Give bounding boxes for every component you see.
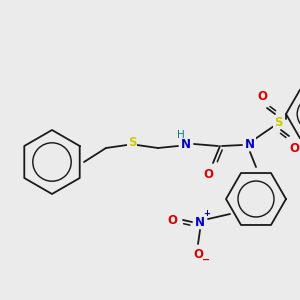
Text: O: O	[289, 142, 299, 154]
Text: H: H	[177, 130, 185, 140]
Text: O: O	[203, 167, 213, 181]
Text: O: O	[167, 214, 177, 226]
Text: O: O	[257, 89, 267, 103]
Text: N: N	[195, 215, 205, 229]
Text: N: N	[245, 137, 255, 151]
Text: N: N	[181, 137, 191, 151]
Text: −: −	[202, 255, 210, 265]
Text: S: S	[128, 136, 136, 149]
Text: +: +	[203, 209, 211, 218]
Text: O: O	[193, 248, 203, 260]
Text: S: S	[274, 116, 282, 128]
